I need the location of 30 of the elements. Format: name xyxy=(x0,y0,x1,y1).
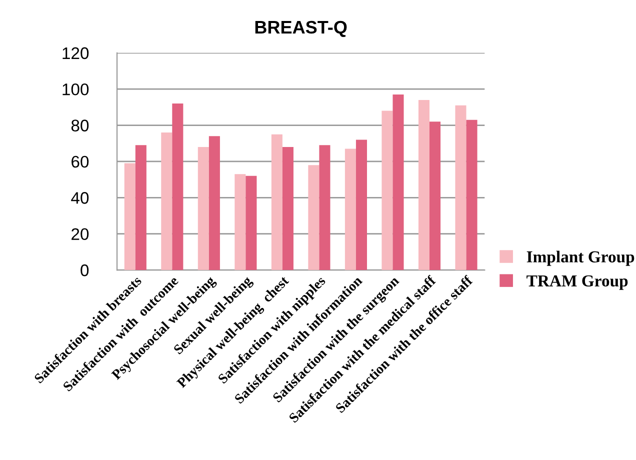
bar xyxy=(429,122,441,270)
bar xyxy=(135,145,146,270)
bar xyxy=(172,104,184,270)
y-tick-label: 0 xyxy=(80,264,89,276)
bar xyxy=(246,176,257,270)
bar xyxy=(418,100,430,270)
bar xyxy=(124,163,136,270)
bar xyxy=(234,174,246,270)
bar xyxy=(466,120,478,270)
y-tick-label: 80 xyxy=(71,120,89,132)
bar xyxy=(308,165,320,270)
bar xyxy=(392,94,404,270)
y-tick-label: 120 xyxy=(62,47,89,60)
y-tick-label: 100 xyxy=(62,83,89,96)
bar xyxy=(382,110,393,270)
bar xyxy=(455,105,466,270)
y-tick-label: 40 xyxy=(71,192,89,204)
legend-label: Implant Group xyxy=(526,250,634,266)
bar xyxy=(356,140,367,270)
bar xyxy=(208,136,220,270)
bar xyxy=(198,146,209,270)
bar xyxy=(344,148,356,270)
bar xyxy=(271,134,282,270)
bar xyxy=(161,132,172,270)
legend-label: TRAM Group xyxy=(526,275,628,290)
chart-title: BREAST-Q xyxy=(255,20,347,38)
bar xyxy=(319,145,330,270)
y-tick-label: 60 xyxy=(72,156,89,168)
y-tick-label: 20 xyxy=(72,228,89,240)
bar xyxy=(282,146,294,270)
